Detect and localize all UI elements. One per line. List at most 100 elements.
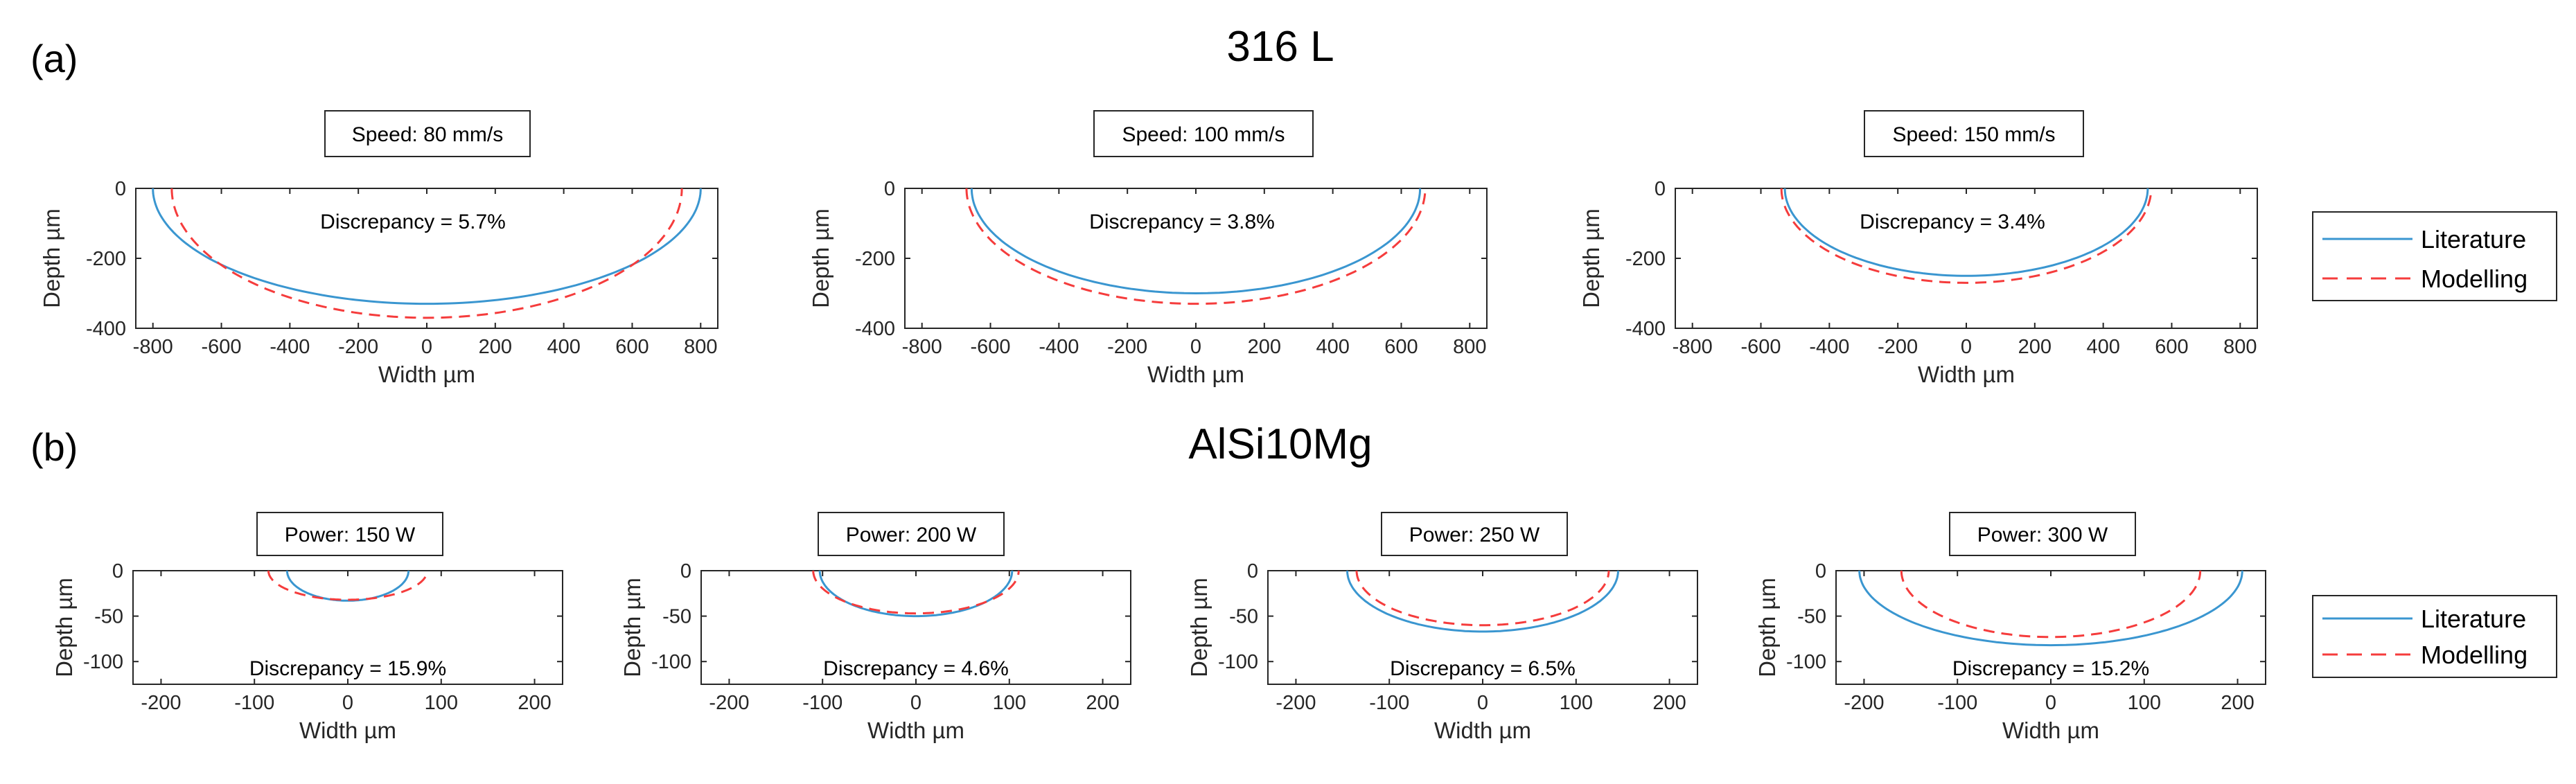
condition-box bbox=[1864, 110, 2084, 157]
modelling-curve bbox=[965, 188, 1427, 305]
y-tick-label: 0 bbox=[1247, 560, 1258, 582]
condition-label: Speed: 150 mm/s bbox=[1892, 123, 2055, 146]
legend-modelling-label: Modelling bbox=[2421, 265, 2528, 293]
condition-label: Power: 300 W bbox=[1977, 524, 2108, 546]
y-axis-label: Depth µm bbox=[51, 578, 77, 677]
panel-a-title: 316 L bbox=[1226, 23, 1334, 71]
condition-label: Power: 150 W bbox=[285, 524, 416, 546]
condition-box bbox=[324, 110, 531, 157]
x-tick-label: -200 bbox=[709, 692, 749, 714]
x-tick-label: -200 bbox=[338, 336, 378, 358]
y-tick-label: -50 bbox=[1797, 606, 1826, 628]
x-tick-label: 0 bbox=[2045, 692, 2056, 714]
x-axis-label: Width µm bbox=[299, 718, 396, 743]
x-axis-label: Width µm bbox=[1434, 718, 1531, 743]
x-axis-label: Width µm bbox=[1918, 362, 2015, 387]
plot-frame bbox=[135, 188, 718, 329]
subplot-7: -200 -100 0 100 200 0 -50 -100 Width µm Depth µm D… bbox=[1754, 512, 2266, 743]
modelling-curve bbox=[812, 570, 1020, 615]
x-tick-label: 600 bbox=[2155, 336, 2188, 358]
discrepancy-label: Discrepancy = 15.2% bbox=[1952, 657, 2149, 680]
x-axis-label: Width µm bbox=[378, 362, 475, 387]
x-tick-label: -800 bbox=[1673, 336, 1713, 358]
subplot-3: -800 -600 -400 -200 0 200 400 600 800 0 -200 -400 Wi… bbox=[1578, 110, 2258, 387]
x-tick-label: -200 bbox=[1276, 692, 1316, 714]
condition-label: Speed: 100 mm/s bbox=[1122, 123, 1285, 146]
plot-frame bbox=[1675, 188, 2258, 329]
literature-curve bbox=[285, 571, 410, 602]
x-tick-label: -200 bbox=[141, 692, 181, 714]
discrepancy-label: Discrepancy = 6.5% bbox=[1390, 657, 1576, 680]
x-tick-label: 200 bbox=[518, 692, 551, 714]
subplot-1: -800 -600 -400 -200 0 200 400 600 800 0 -200 -400 Wi… bbox=[39, 110, 718, 387]
condition-label: Power: 250 W bbox=[1409, 524, 1540, 546]
y-tick-label: 0 bbox=[884, 178, 895, 200]
x-axis-label: Width µm bbox=[867, 718, 964, 743]
modelling-curve bbox=[170, 188, 683, 319]
discrepancy-label: Discrepancy = 3.4% bbox=[1860, 211, 2045, 233]
y-axis-label: Depth µm bbox=[1754, 578, 1780, 677]
y-tick-label: 0 bbox=[112, 560, 123, 582]
subplot-4: -200 -100 0 100 200 0 -50 -100 Width µm Depth µm D… bbox=[51, 512, 563, 743]
y-tick-label: -50 bbox=[94, 606, 123, 628]
y-tick-label: -100 bbox=[651, 651, 691, 673]
x-tick-label: 400 bbox=[1316, 336, 1349, 358]
x-tick-label: 600 bbox=[1384, 336, 1418, 358]
x-tick-label: 100 bbox=[1560, 692, 1593, 714]
literature-curve bbox=[970, 188, 1422, 295]
x-tick-label: -100 bbox=[802, 692, 843, 714]
x-tick-label: -200 bbox=[1878, 336, 1918, 358]
x-tick-label: 200 bbox=[2018, 336, 2052, 358]
condition-box bbox=[1949, 512, 2136, 556]
y-tick-label: 0 bbox=[1815, 560, 1826, 582]
x-tick-label: -400 bbox=[1039, 336, 1079, 358]
y-axis-label: Depth µm bbox=[1578, 208, 1604, 308]
x-tick-label: 0 bbox=[1961, 336, 1972, 358]
literature-curve bbox=[152, 188, 702, 305]
x-tick-label: 400 bbox=[547, 336, 580, 358]
legend-box bbox=[2312, 211, 2557, 301]
x-tick-label: -600 bbox=[202, 336, 242, 358]
legend-modelling-label: Modelling bbox=[2421, 641, 2528, 669]
x-tick-label: 100 bbox=[425, 692, 458, 714]
y-axis-label: Depth µm bbox=[619, 578, 645, 677]
modelling-curve bbox=[1780, 188, 2153, 284]
condition-box bbox=[256, 512, 443, 556]
literature-curve bbox=[1346, 571, 1619, 633]
y-tick-label: -50 bbox=[1229, 606, 1258, 628]
x-tick-label: 200 bbox=[1086, 692, 1119, 714]
y-tick-label: 0 bbox=[115, 178, 126, 200]
discrepancy-label: Discrepancy = 5.7% bbox=[320, 211, 506, 233]
discrepancy-label: Discrepancy = 4.6% bbox=[823, 657, 1009, 680]
modelling-curve bbox=[1355, 570, 1610, 627]
x-tick-label: 0 bbox=[421, 336, 432, 358]
literature-curve bbox=[1858, 570, 2243, 647]
subplots: -800 -600 -400 -200 0 200 400 600 800 0 -200 -400 Wi… bbox=[39, 110, 2266, 743]
x-tick-label: 100 bbox=[2128, 692, 2161, 714]
y-tick-label: -200 bbox=[855, 248, 895, 270]
modelling-curve bbox=[267, 570, 429, 601]
y-axis-label: Depth µm bbox=[808, 208, 833, 308]
x-tick-label: 0 bbox=[342, 692, 353, 714]
x-tick-label: -100 bbox=[1369, 692, 1409, 714]
x-tick-label: -400 bbox=[270, 336, 310, 358]
subplot-2: -800 -600 -400 -200 0 200 400 600 800 0 -200 -400 Wi… bbox=[808, 110, 1488, 387]
x-tick-label: -800 bbox=[133, 336, 173, 358]
x-tick-label: 400 bbox=[2086, 336, 2119, 358]
x-axis-label: Width µm bbox=[1147, 362, 1244, 387]
legend-a: Literature Modelling bbox=[2312, 211, 2557, 301]
legend-b: Literature Modelling bbox=[2312, 595, 2557, 678]
x-tick-label: -200 bbox=[1844, 692, 1884, 714]
condition-label: Speed: 80 mm/s bbox=[352, 123, 503, 146]
x-tick-label: -100 bbox=[234, 692, 274, 714]
y-tick-label: -100 bbox=[1218, 651, 1258, 673]
x-tick-label: 800 bbox=[684, 336, 717, 358]
x-tick-label: 0 bbox=[1477, 692, 1488, 714]
condition-label: Power: 200 W bbox=[846, 524, 977, 546]
y-tick-label: 0 bbox=[680, 560, 691, 582]
x-tick-label: -600 bbox=[1741, 336, 1781, 358]
panel-b-title: AlSi10Mg bbox=[1188, 420, 1372, 468]
legend-box bbox=[2312, 595, 2557, 678]
panel-b-tag: (b) bbox=[30, 425, 78, 469]
